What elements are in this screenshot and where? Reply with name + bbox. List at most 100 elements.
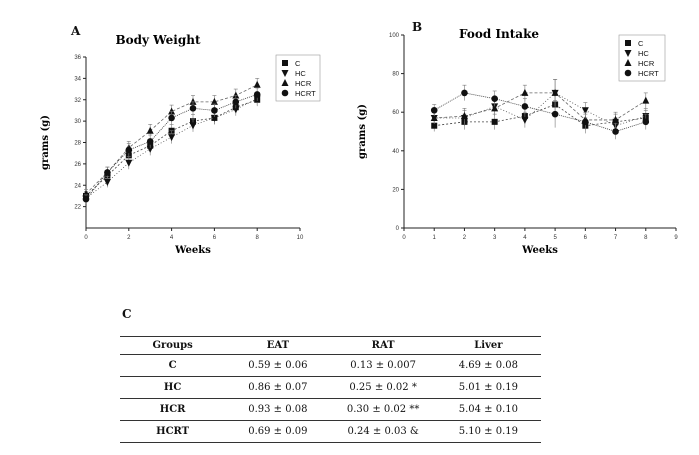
x-tick-label: 3 [493, 235, 497, 241]
header-groups: Groups [152, 340, 193, 351]
cell-liver: 5.10 ± 0.19 [458, 426, 519, 437]
data-point [430, 113, 438, 121]
series-line [85, 84, 258, 195]
y-tick-label: 32 [74, 98, 81, 104]
x-tick-label: 4 [523, 235, 527, 241]
series-hcrt [430, 84, 650, 140]
cell-eat: 0.93 ± 0.08 [248, 404, 308, 415]
y-axis-label: grams (g) [40, 115, 51, 170]
legend-label: HCR [638, 59, 655, 68]
y-axis-label: grams (g) [357, 104, 368, 159]
table-header-row: Groups EAT RAT Liver [120, 336, 541, 355]
data-point [125, 159, 133, 167]
data-point [146, 138, 154, 145]
legend-marker [625, 40, 631, 46]
series-hcrt [82, 87, 261, 204]
y-tick-label: 40 [392, 149, 399, 155]
header-rat: RAT [371, 340, 395, 351]
data-point [491, 95, 498, 102]
y-tick-label: 22 [74, 205, 81, 211]
organ-weight-table: Groups EAT RAT Liver C 0.59 ± 0.06 0.13 … [120, 336, 541, 443]
legend-marker [282, 60, 288, 66]
data-point [146, 145, 154, 153]
data-point [551, 88, 559, 96]
x-tick-label: 0 [402, 235, 406, 241]
data-point [431, 122, 438, 129]
x-tick-label: 1 [433, 235, 437, 241]
x-tick-label: 2 [463, 235, 467, 241]
cell-rat: 0.13 ± 0.007 [350, 360, 416, 371]
data-point [210, 97, 218, 105]
data-point [521, 116, 529, 124]
x-tick-label: 10 [297, 235, 304, 241]
cell-rat: 0.25 ± 0.02 * [349, 382, 417, 393]
y-tick-label: 0 [396, 226, 400, 232]
y-tick-label: 20 [392, 187, 399, 193]
data-point [491, 118, 498, 125]
data-point [168, 134, 176, 142]
y-tick-label: 28 [74, 141, 81, 147]
data-point [210, 114, 218, 122]
legend-marker [624, 59, 632, 66]
y-tick-label: 24 [74, 183, 81, 189]
y-tick-label: 26 [74, 162, 81, 168]
cell-rat: 0.24 ± 0.03 & [347, 426, 419, 437]
data-point [189, 105, 197, 112]
x-tick-label: 9 [674, 235, 678, 241]
x-axis-label: Weeks [521, 245, 558, 256]
panel-label-a: A [71, 24, 81, 38]
data-point [461, 89, 468, 97]
x-tick-label: 8 [256, 235, 260, 241]
data-point [232, 106, 240, 114]
data-point [232, 98, 240, 106]
header-liver: Liver [474, 340, 503, 351]
data-point [551, 110, 559, 118]
y-tick-label: 34 [74, 76, 81, 82]
series-line [434, 92, 646, 121]
y-tick-label: 30 [74, 119, 81, 125]
data-point [521, 103, 529, 110]
chart-title: Body Weight [115, 33, 200, 47]
y-tick-label: 80 [392, 72, 399, 78]
legend-label: HC [638, 49, 649, 58]
data-point [211, 107, 218, 114]
cell-group: HCR [159, 404, 186, 415]
data-point [82, 195, 90, 203]
x-tick-label: 8 [644, 235, 648, 241]
data-point [582, 118, 589, 126]
legend-marker [624, 50, 632, 57]
series-hc [430, 79, 650, 134]
data-point [581, 107, 589, 115]
legend-label: HCR [295, 79, 312, 88]
series-line [434, 92, 646, 132]
table-row: HC 0.86 ± 0.07 0.25 ± 0.02 * 5.01 ± 0.19 [120, 377, 541, 399]
table-row: HCRT 0.69 ± 0.09 0.24 ± 0.03 & 5.10 ± 0.… [120, 421, 541, 443]
table-row: C 0.59 ± 0.06 0.13 ± 0.007 4.69 ± 0.08 [120, 355, 541, 377]
chart-title: Food Intake [459, 27, 539, 41]
legend-marker [281, 89, 289, 97]
x-tick-label: 6 [213, 235, 217, 241]
x-tick-label: 0 [84, 235, 88, 241]
x-tick-label: 4 [170, 235, 174, 241]
data-point [168, 107, 176, 115]
data-point [521, 88, 529, 96]
data-point [642, 118, 650, 126]
cell-rat: 0.30 ± 0.02 ** [346, 404, 420, 415]
panel-label-c: C [122, 307, 132, 321]
cell-eat: 0.69 ± 0.09 [248, 426, 308, 437]
legend-marker [281, 79, 289, 86]
data-point [460, 112, 468, 120]
x-axis-label: Weeks [174, 245, 211, 256]
data-point [491, 104, 499, 112]
data-point [642, 96, 650, 104]
table-row: HCR 0.93 ± 0.08 0.30 ± 0.02 ** 5.04 ± 0.… [120, 399, 541, 421]
data-point [232, 91, 240, 99]
x-tick-label: 7 [614, 235, 618, 241]
cell-liver: 5.04 ± 0.10 [458, 404, 519, 415]
data-point [168, 114, 175, 122]
data-point [103, 179, 111, 187]
legend-label: C [295, 59, 301, 68]
y-tick-label: 100 [389, 33, 400, 39]
